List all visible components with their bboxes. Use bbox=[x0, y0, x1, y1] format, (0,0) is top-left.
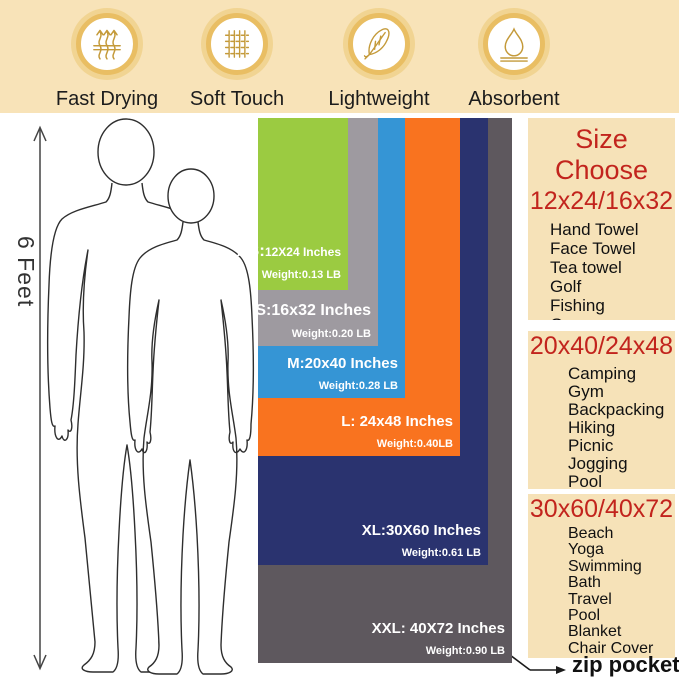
size-group-uses: Camping Gym Backpacking Hiking Picnic Jo… bbox=[528, 364, 675, 490]
size-guide-group-medium: 20x40/24x48 Camping Gym Backpacking Hiki… bbox=[528, 331, 675, 489]
feature-label: Soft Touch bbox=[189, 88, 285, 110]
towel-dims: 24x48 Inches bbox=[355, 413, 453, 430]
feather-icon bbox=[363, 28, 390, 60]
zip-pocket-label: zip pocket bbox=[572, 652, 679, 677]
feature-label: Fast Drying bbox=[55, 88, 159, 110]
use-item: Hand Towel bbox=[550, 220, 639, 239]
towel-weight: Weight:0.40LB bbox=[376, 438, 453, 450]
water-drop-icon bbox=[500, 27, 528, 62]
use-item: Golf bbox=[550, 277, 582, 296]
feature-fast-drying: Fast Drying bbox=[43, 6, 171, 111]
use-item: Fishing bbox=[550, 296, 605, 315]
use-item: Tea towel bbox=[550, 258, 622, 277]
use-item: Pool bbox=[568, 607, 601, 625]
feature-circle bbox=[483, 13, 545, 75]
use-item: Pool bbox=[568, 472, 603, 490]
feature-soft-touch: Soft Touch bbox=[173, 6, 301, 111]
size-group-header: 20x40/24x48 bbox=[529, 332, 674, 360]
steam-rising-icon bbox=[93, 29, 121, 60]
fabric-weave-icon bbox=[224, 30, 250, 58]
towel-size-label: XXL: 40X72 Inches Weight:0.90 LB bbox=[372, 620, 505, 657]
feature-circle bbox=[76, 13, 138, 75]
use-item: Yoga bbox=[568, 541, 604, 559]
towel-xs-rect: XS:12X24 Inches Weight:0.13 LB bbox=[237, 118, 348, 290]
height-scale-label: 6 Feet bbox=[13, 236, 39, 308]
feature-circle bbox=[348, 13, 410, 75]
towel-size-stack: XXL: 40X72 Inches Weight:0.90 LB XL:30X6… bbox=[237, 118, 512, 663]
towel-size-label: XL:30X60 Inches Weight:0.61 LB bbox=[362, 522, 481, 559]
use-item: Travel bbox=[568, 590, 612, 608]
height-comparison-figures bbox=[33, 118, 255, 675]
towel-size-label: L: 24x48 Inches Weight:0.40LB bbox=[341, 413, 453, 450]
towel-dims: 20x40 Inches bbox=[304, 355, 398, 372]
feature-label: Absorbent bbox=[468, 88, 560, 110]
towel-dims: 16x32 Inches bbox=[271, 302, 371, 319]
use-item: Swimming bbox=[568, 557, 642, 575]
use-item: Beach bbox=[568, 525, 614, 542]
size-group-header: 30x60/40x72 bbox=[529, 495, 674, 523]
size-group-uses: Hand Towel Face Towel Tea towel Golf Fis… bbox=[528, 220, 675, 320]
features-banner: Fast Drying Soft Touch Li bbox=[0, 0, 679, 113]
towel-weight: Weight:0.28 LB bbox=[318, 380, 398, 392]
towel-code: M: bbox=[287, 355, 305, 372]
use-item: Jogging bbox=[568, 454, 628, 473]
size-guide-group-small: Size Choose 12x24/16x32 Hand Towel Face … bbox=[528, 118, 675, 320]
size-guide-group-large: 30x60/40x72 Beach Yoga Swimming Bath Tra… bbox=[528, 494, 675, 658]
towel-code: XXL: bbox=[371, 620, 406, 637]
feature-absorbent: Absorbent bbox=[450, 6, 578, 111]
use-item: Bath bbox=[568, 574, 601, 592]
use-item: Chair Cover bbox=[568, 639, 654, 657]
use-item: Picnic bbox=[568, 436, 614, 455]
feature-circle bbox=[206, 13, 268, 75]
towel-weight: Weight:0.61 LB bbox=[401, 547, 481, 559]
towel-code: XS: bbox=[236, 241, 265, 260]
size-group-header: 12x24/16x32 bbox=[529, 187, 674, 215]
size-group-uses: Beach Yoga Swimming Bath Travel Pool Bla… bbox=[528, 525, 675, 657]
towel-weight: Weight:0.20 LB bbox=[291, 328, 371, 340]
towel-size-label: S:16x32 Inches Weight:0.20 LB bbox=[255, 302, 371, 340]
towel-size-label: M:20x40 Inches Weight:0.28 LB bbox=[287, 355, 398, 392]
use-item: Hiking bbox=[568, 418, 616, 437]
towel-code: XL: bbox=[361, 522, 386, 539]
feature-label: Lightweight bbox=[328, 88, 430, 110]
size-guide-title: Size Choose bbox=[554, 124, 649, 185]
use-item: Camping bbox=[568, 364, 637, 383]
use-item: Backpacking bbox=[568, 400, 665, 419]
towel-code: L: bbox=[341, 413, 356, 430]
use-item: Blanket bbox=[568, 623, 622, 641]
woman-outline-figure bbox=[126, 168, 255, 675]
use-item: Gym bbox=[568, 382, 604, 401]
use-item: Gym bbox=[550, 315, 675, 320]
use-item: Face Towel bbox=[550, 239, 636, 258]
feature-lightweight: Lightweight bbox=[315, 6, 443, 111]
towel-weight: Weight:0.90 LB bbox=[425, 645, 505, 657]
towel-code: S: bbox=[255, 302, 272, 319]
towel-dims: 40X72 Inches bbox=[405, 620, 505, 637]
towel-size-label: XS:12X24 Inches Weight:0.13 LB bbox=[237, 241, 341, 281]
towel-dims: 12X24 Inches bbox=[264, 245, 341, 259]
height-arrow bbox=[33, 125, 47, 671]
towel-weight: Weight:0.13 LB bbox=[261, 269, 341, 281]
towel-dims: 30X60 Inches bbox=[385, 522, 481, 539]
